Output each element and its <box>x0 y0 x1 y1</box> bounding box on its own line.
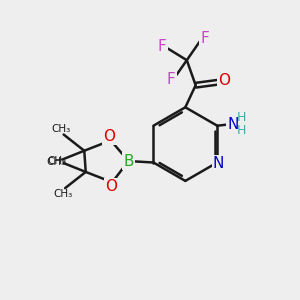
Text: CH₃: CH₃ <box>46 157 65 167</box>
Text: O: O <box>218 73 230 88</box>
Text: F: F <box>158 39 167 54</box>
Text: N: N <box>213 157 224 172</box>
Text: F: F <box>167 72 176 87</box>
Text: CH₃: CH₃ <box>53 189 72 199</box>
Text: O: O <box>103 128 115 143</box>
Text: O: O <box>105 179 117 194</box>
Text: H: H <box>237 124 246 137</box>
Text: CH₃: CH₃ <box>52 124 71 134</box>
Text: CH₃: CH₃ <box>48 156 67 166</box>
Text: B: B <box>123 154 134 169</box>
Text: H: H <box>237 111 246 124</box>
Text: F: F <box>200 31 209 46</box>
Text: N: N <box>228 117 239 132</box>
